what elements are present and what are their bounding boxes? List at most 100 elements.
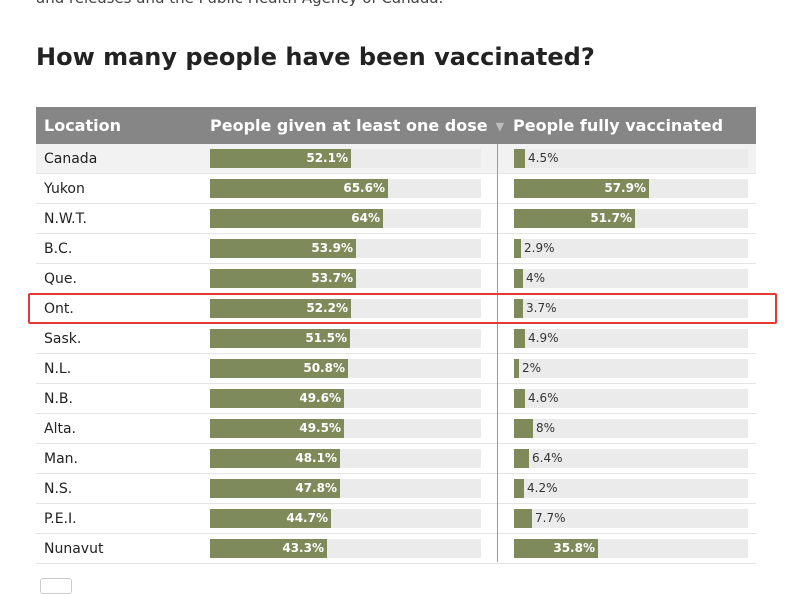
fully-vaccinated-value: 4.2% bbox=[527, 481, 558, 495]
one-dose-value: 44.7% bbox=[286, 511, 328, 525]
table-row: Canada 52.1% 4.5% bbox=[36, 144, 756, 174]
location-cell: Ont. bbox=[44, 301, 74, 317]
vaccination-table: Location People given at least one dose ▼… bbox=[36, 107, 756, 564]
one-dose-bar bbox=[210, 239, 356, 258]
location-cell: Que. bbox=[44, 271, 77, 287]
fully-vaccinated-bar bbox=[514, 449, 529, 468]
location-cell: N.B. bbox=[44, 391, 73, 407]
fully-vaccinated-bar-track: 4.2% bbox=[514, 479, 748, 498]
fully-vaccinated-bar-track: 7.7% bbox=[514, 509, 748, 528]
table-row: N.B. 49.6% 4.6% bbox=[36, 384, 756, 414]
table-row: N.L. 50.8% 2% bbox=[36, 354, 756, 384]
one-dose-bar-track: 52.2% bbox=[210, 299, 481, 318]
location-cell: Alta. bbox=[44, 421, 76, 437]
fully-vaccinated-bar-track: 2.9% bbox=[514, 239, 748, 258]
table-row: Alta. 49.5% 8% bbox=[36, 414, 756, 444]
location-cell: P.E.I. bbox=[44, 511, 77, 527]
location-cell: Canada bbox=[44, 151, 98, 167]
one-dose-value: 48.1% bbox=[295, 451, 337, 465]
fully-vaccinated-value: 7.7% bbox=[535, 511, 566, 525]
fully-vaccinated-value: 4.5% bbox=[528, 151, 559, 165]
fully-vaccinated-bar bbox=[514, 239, 521, 258]
fully-vaccinated-bar-track: 57.9% bbox=[514, 179, 748, 198]
one-dose-bar bbox=[210, 269, 356, 288]
table-row: Nunavut 43.3% 35.8% bbox=[36, 534, 756, 564]
fully-vaccinated-value: 57.9% bbox=[604, 181, 646, 195]
fully-vaccinated-bar bbox=[514, 179, 649, 198]
one-dose-value: 52.1% bbox=[306, 151, 348, 165]
fully-vaccinated-bar-track: 4% bbox=[514, 269, 748, 288]
one-dose-bar-track: 65.6% bbox=[210, 179, 481, 198]
one-dose-bar-track: 48.1% bbox=[210, 449, 481, 468]
fully-vaccinated-value: 6.4% bbox=[532, 451, 563, 465]
fully-vaccinated-bar-track: 35.8% bbox=[514, 539, 748, 558]
fully-vaccinated-bar-track: 51.7% bbox=[514, 209, 748, 228]
table-row: Ont. 52.2% 3.7% bbox=[36, 294, 756, 324]
fully-vaccinated-bar-track: 6.4% bbox=[514, 449, 748, 468]
location-cell: Nunavut bbox=[44, 541, 104, 557]
column-header-fully-vaccinated[interactable]: People fully vaccinated bbox=[513, 116, 724, 135]
one-dose-value: 47.8% bbox=[295, 481, 337, 495]
fully-vaccinated-bar-track: 4.5% bbox=[514, 149, 748, 168]
one-dose-value: 49.5% bbox=[299, 421, 341, 435]
fully-vaccinated-bar bbox=[514, 209, 635, 228]
location-cell: N.L. bbox=[44, 361, 72, 377]
table-row: N.W.T. 64% 51.7% bbox=[36, 204, 756, 234]
pagination-button[interactable] bbox=[40, 578, 72, 594]
fully-vaccinated-bar-track: 8% bbox=[514, 419, 748, 438]
one-dose-bar-track: 53.7% bbox=[210, 269, 481, 288]
fully-vaccinated-bar bbox=[514, 329, 525, 348]
column-divider bbox=[497, 144, 498, 562]
one-dose-bar-track: 51.5% bbox=[210, 329, 481, 348]
fully-vaccinated-bar-track: 3.7% bbox=[514, 299, 748, 318]
fully-vaccinated-bar bbox=[514, 269, 523, 288]
fully-vaccinated-bar bbox=[514, 389, 525, 408]
fully-vaccinated-value: 2% bbox=[522, 361, 542, 375]
column-header-one-dose[interactable]: People given at least one dose ▼ bbox=[210, 107, 504, 145]
one-dose-value: 53.7% bbox=[311, 271, 353, 285]
location-cell: N.W.T. bbox=[44, 211, 87, 227]
fully-vaccinated-bar-track: 4.9% bbox=[514, 329, 748, 348]
table-row: Sask. 51.5% 4.9% bbox=[36, 324, 756, 354]
one-dose-value: 51.5% bbox=[305, 331, 347, 345]
one-dose-bar-track: 49.6% bbox=[210, 389, 481, 408]
one-dose-value: 52.2% bbox=[306, 301, 348, 315]
fully-vaccinated-value: 4% bbox=[526, 271, 546, 285]
one-dose-value: 50.8% bbox=[303, 361, 345, 375]
table-row: P.E.I. 44.7% 7.7% bbox=[36, 504, 756, 534]
one-dose-value: 53.9% bbox=[311, 241, 353, 255]
one-dose-bar bbox=[210, 449, 340, 468]
table-row: Que. 53.7% 4% bbox=[36, 264, 756, 294]
one-dose-bar-track: 49.5% bbox=[210, 419, 481, 438]
fully-vaccinated-value: 4.9% bbox=[528, 331, 559, 345]
location-cell: N.S. bbox=[44, 481, 73, 497]
fully-vaccinated-bar bbox=[514, 479, 524, 498]
table-row: N.S. 47.8% 4.2% bbox=[36, 474, 756, 504]
location-cell: Man. bbox=[44, 451, 78, 467]
one-dose-bar bbox=[210, 419, 344, 438]
one-dose-value: 65.6% bbox=[343, 181, 385, 195]
one-dose-bar-track: 53.9% bbox=[210, 239, 481, 258]
fully-vaccinated-bar-track: 2% bbox=[514, 359, 748, 378]
fully-vaccinated-value: 4.6% bbox=[528, 391, 559, 405]
one-dose-bar-track: 44.7% bbox=[210, 509, 481, 528]
fully-vaccinated-bar bbox=[514, 539, 598, 558]
one-dose-bar bbox=[210, 509, 331, 528]
one-dose-bar bbox=[210, 179, 388, 198]
triangle-down-icon[interactable]: ▼ bbox=[495, 120, 505, 133]
fully-vaccinated-bar bbox=[514, 149, 525, 168]
table-header: Location People given at least one dose ▼… bbox=[36, 107, 756, 144]
column-header-one-dose-label: People given at least one dose bbox=[210, 116, 488, 135]
one-dose-bar-track: 47.8% bbox=[210, 479, 481, 498]
table-body: Canada 52.1% 4.5% Yukon 65.6% 57.9% N.W.T. 64% 5… bbox=[36, 144, 756, 564]
column-header-location[interactable]: Location bbox=[44, 116, 121, 135]
one-dose-value: 43.3% bbox=[282, 541, 324, 555]
fully-vaccinated-value: 51.7% bbox=[590, 211, 632, 225]
one-dose-value: 64% bbox=[351, 211, 380, 225]
fully-vaccinated-bar bbox=[514, 509, 532, 528]
fully-vaccinated-bar bbox=[514, 359, 519, 378]
table-row: Yukon 65.6% 57.9% bbox=[36, 174, 756, 204]
location-cell: Yukon bbox=[44, 181, 85, 197]
fully-vaccinated-value: 2.9% bbox=[524, 241, 555, 255]
one-dose-bar-track: 43.3% bbox=[210, 539, 481, 558]
